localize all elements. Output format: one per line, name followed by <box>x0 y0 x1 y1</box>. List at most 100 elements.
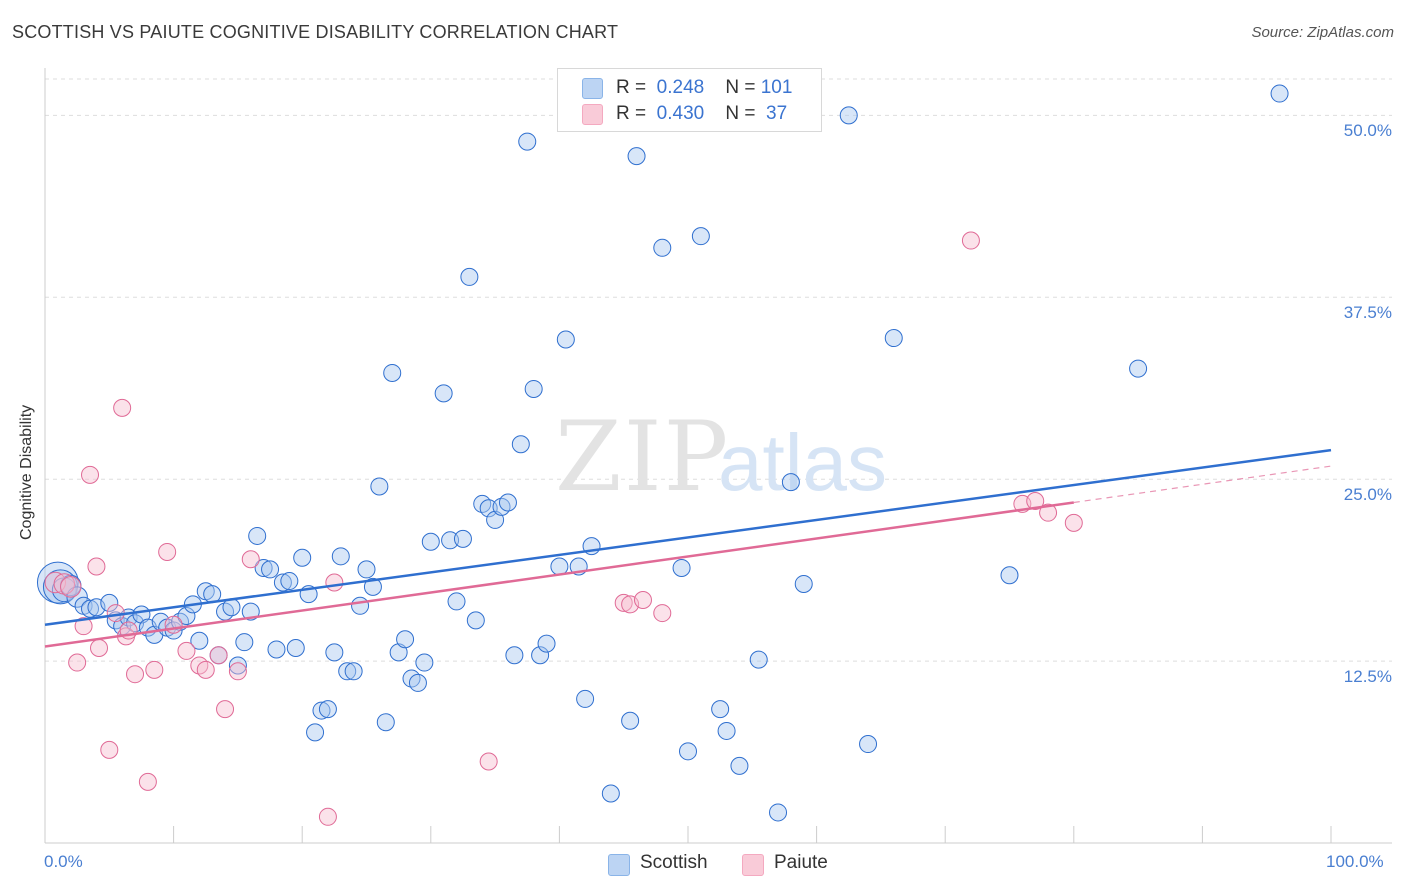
source-label: Source: ZipAtlas.com <box>1251 24 1394 41</box>
scottish-point-64 <box>466 611 485 630</box>
legend-stats-paiute: R = 0.430 N = 37 <box>616 103 788 124</box>
scottish-point-74 <box>531 646 550 665</box>
scottish-point-43 <box>325 643 344 662</box>
paiute-point-32 <box>961 231 980 250</box>
scottish-point-20 <box>177 606 196 625</box>
bottom-legend-swatch-blue <box>608 854 630 876</box>
watermark-zip: ZIP <box>555 401 730 513</box>
scottish-point-30 <box>241 602 260 621</box>
scottish-point-42 <box>318 700 337 719</box>
stats-legend: R = 0.248 N = 101 R = 0.430 N = 37 <box>557 68 822 132</box>
scottish-point-38 <box>293 548 312 567</box>
scottish-point-58 <box>421 532 440 551</box>
scottish-point-78 <box>576 689 595 708</box>
scottish-point-45 <box>338 662 357 681</box>
paiute-point-21 <box>209 646 228 665</box>
paiute-point-10 <box>113 398 132 417</box>
paiute-point-2 <box>60 576 82 598</box>
bottom-legend-label-scottish: Scottish <box>640 852 708 873</box>
scottish-point-53 <box>389 643 408 662</box>
watermark-atlas: atlas <box>718 418 887 507</box>
paiute-points <box>44 231 1083 826</box>
scottish-point-34 <box>267 640 286 659</box>
paiute-point-3 <box>68 653 87 672</box>
scottish-point-51 <box>376 713 395 732</box>
scottish-point-90 <box>749 650 768 669</box>
scottish-point-40 <box>306 723 325 742</box>
scottish-point-91 <box>769 803 788 822</box>
scottish-point-8 <box>100 593 119 612</box>
paiute-point-15 <box>145 660 164 679</box>
scottish-point-80 <box>601 784 620 803</box>
scottish-point-73 <box>524 379 543 398</box>
scottish-point-60 <box>441 531 460 550</box>
scottish-point-44 <box>331 547 350 566</box>
scottish-point-49 <box>363 577 382 596</box>
scottish-point-72 <box>518 132 537 151</box>
scottish-point-77 <box>556 330 575 349</box>
scottish-point-92 <box>781 473 800 492</box>
paiute-trend-extension <box>1073 465 1332 504</box>
paiute-point-31 <box>653 604 672 623</box>
scottish-trend-line <box>44 448 1332 626</box>
scottish-point-54 <box>396 630 415 649</box>
x-tick-label-max: 100.0% <box>1326 852 1384 871</box>
legend-row-scottish: R = 0.248 N = 101 <box>582 77 792 99</box>
watermark: ZIP atlas <box>555 401 887 513</box>
paiute-point-24 <box>241 550 260 569</box>
scottish-point-22 <box>190 631 209 650</box>
paiute-point-16 <box>158 542 177 561</box>
scottish-point-87 <box>711 700 730 719</box>
paiute-point-27 <box>479 752 498 771</box>
scottish-point-82 <box>627 147 646 166</box>
scottish-point-83 <box>653 238 672 257</box>
legend-row-paiute: R = 0.430 N = 37 <box>582 103 787 125</box>
bottom-legend-swatch-pink <box>742 854 764 876</box>
y-tick-label-2: 37.5% <box>1343 303 1392 323</box>
scottish-point-93 <box>794 574 813 593</box>
scottish-point-33 <box>261 560 280 579</box>
paiute-point-28 <box>614 593 633 612</box>
scottish-points <box>36 84 1289 822</box>
scottish-point-56 <box>408 673 427 692</box>
paiute-point-8 <box>100 740 119 759</box>
scottish-point-99 <box>1270 84 1289 103</box>
scottish-point-31 <box>248 526 267 545</box>
paiute-point-17 <box>164 615 183 634</box>
scottish-point-4 <box>66 586 88 608</box>
scottish-point-98 <box>1129 359 1148 378</box>
scottish-point-75 <box>537 634 556 653</box>
trend-lines <box>44 448 1332 648</box>
legend-stats-scottish: R = 0.248 N = 101 <box>616 77 793 98</box>
paiute-point-34 <box>1026 492 1045 511</box>
scottish-point-95 <box>859 735 878 754</box>
scottish-point-70 <box>505 646 524 665</box>
scottish-point-81 <box>621 711 640 730</box>
scottish-point-37 <box>286 638 305 657</box>
paiute-point-4 <box>74 617 93 636</box>
bottom-legend-label-paiute: Paiute <box>774 852 828 873</box>
scottish-point-6 <box>81 599 100 618</box>
scottish-point-86 <box>691 227 710 246</box>
paiute-point-36 <box>1064 513 1083 532</box>
scottish-point-36 <box>280 572 299 591</box>
y-tick-label-1: 25.0% <box>1343 485 1392 505</box>
scottish-point-71 <box>511 435 530 454</box>
paiute-point-13 <box>126 665 145 684</box>
scottish-point-66 <box>479 499 498 518</box>
scottish-point-46 <box>344 662 363 681</box>
paiute-point-23 <box>228 662 247 681</box>
chart-title: SCOTTISH VS PAIUTE COGNITIVE DISABILITY … <box>12 22 619 42</box>
scottish-point-48 <box>357 560 376 579</box>
scottish-point-59 <box>434 384 453 403</box>
paiute-point-22 <box>216 700 235 719</box>
paiute-point-7 <box>90 638 109 657</box>
scottish-point-35 <box>273 573 292 592</box>
scottish-point-96 <box>884 329 903 348</box>
scottish-point-50 <box>370 477 389 496</box>
grid-lines <box>45 78 1392 662</box>
axes <box>44 68 1392 844</box>
y-tick-label-0: 12.5% <box>1343 667 1392 687</box>
scottish-point-89 <box>730 756 749 775</box>
scottish-point-62 <box>453 529 472 548</box>
